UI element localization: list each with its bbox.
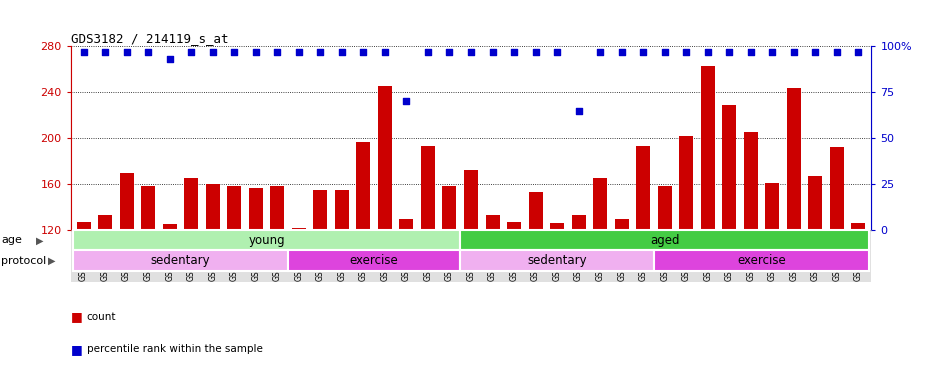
Bar	[443, 187, 457, 368]
Bar	[808, 176, 822, 368]
Point	[356, 48, 371, 55]
Point	[313, 48, 328, 55]
Text: GDS3182 / 214119_s_at: GDS3182 / 214119_s_at	[71, 32, 228, 45]
Point	[140, 48, 155, 55]
Bar	[76, 222, 90, 368]
Bar	[744, 132, 757, 368]
Point	[614, 48, 629, 55]
Point	[528, 48, 544, 55]
Bar	[292, 228, 306, 368]
Text: exercise: exercise	[349, 254, 398, 267]
Bar	[658, 187, 672, 368]
Bar	[421, 146, 435, 368]
Bar	[249, 188, 263, 368]
Point	[829, 48, 844, 55]
Bar	[120, 173, 134, 368]
Point	[507, 48, 522, 55]
Bar	[464, 170, 478, 368]
Text: young: young	[248, 234, 284, 247]
Point	[269, 48, 284, 55]
Text: percentile rank within the sample: percentile rank within the sample	[87, 344, 263, 354]
Bar	[852, 223, 866, 368]
Point	[700, 48, 715, 55]
Bar	[654, 250, 869, 271]
Bar	[787, 88, 801, 368]
Point	[571, 108, 586, 114]
Bar	[163, 225, 177, 368]
Point	[334, 48, 349, 55]
Point	[442, 48, 457, 55]
Text: ■: ■	[71, 343, 82, 356]
Text: count: count	[87, 312, 116, 322]
Point	[205, 48, 220, 55]
Text: ■: ■	[71, 310, 82, 323]
Point	[787, 48, 802, 55]
Point	[485, 48, 500, 55]
Point	[743, 48, 758, 55]
Bar	[461, 230, 869, 250]
Text: sedentary: sedentary	[528, 254, 587, 267]
Text: sedentary: sedentary	[151, 254, 210, 267]
Point	[291, 48, 306, 55]
Point	[851, 48, 866, 55]
Text: exercise: exercise	[738, 254, 786, 267]
Bar	[765, 183, 779, 368]
Bar	[334, 190, 349, 368]
Bar	[185, 179, 198, 368]
Bar	[73, 230, 461, 250]
Point	[549, 48, 564, 55]
Bar	[572, 215, 586, 368]
Point	[636, 48, 651, 55]
Bar	[73, 250, 288, 271]
Bar	[205, 184, 219, 368]
Point	[119, 48, 134, 55]
Bar	[98, 215, 112, 368]
Point	[722, 48, 737, 55]
Bar	[701, 66, 715, 368]
Point	[593, 48, 608, 55]
Bar	[461, 250, 654, 271]
Point	[463, 48, 479, 55]
Point	[658, 48, 673, 55]
Text: aged: aged	[650, 234, 679, 247]
Point	[184, 48, 199, 55]
Point	[227, 48, 242, 55]
Point	[765, 48, 780, 55]
Point	[398, 98, 414, 104]
Point	[378, 48, 393, 55]
Bar	[227, 187, 241, 368]
Bar	[550, 223, 564, 368]
Bar	[378, 86, 392, 368]
Bar	[593, 179, 608, 368]
Point	[249, 48, 264, 55]
Point	[162, 56, 177, 62]
Bar	[723, 105, 737, 368]
Bar	[141, 187, 155, 368]
Point	[76, 48, 91, 55]
Point	[98, 48, 113, 55]
Bar	[399, 219, 414, 368]
Bar	[270, 187, 284, 368]
Bar	[314, 190, 327, 368]
Text: protocol: protocol	[1, 256, 46, 266]
Bar	[528, 192, 543, 368]
Bar	[485, 215, 499, 368]
Bar	[507, 222, 521, 368]
Bar	[679, 136, 693, 368]
Text: ▶: ▶	[48, 256, 56, 266]
Point	[678, 48, 693, 55]
Bar	[636, 146, 650, 368]
Point	[808, 48, 823, 55]
Bar	[356, 142, 370, 368]
Text: ▶: ▶	[36, 235, 43, 245]
Text: age: age	[1, 235, 22, 245]
Bar	[615, 219, 628, 368]
Bar	[288, 250, 461, 271]
Bar	[830, 147, 844, 368]
Point	[420, 48, 435, 55]
